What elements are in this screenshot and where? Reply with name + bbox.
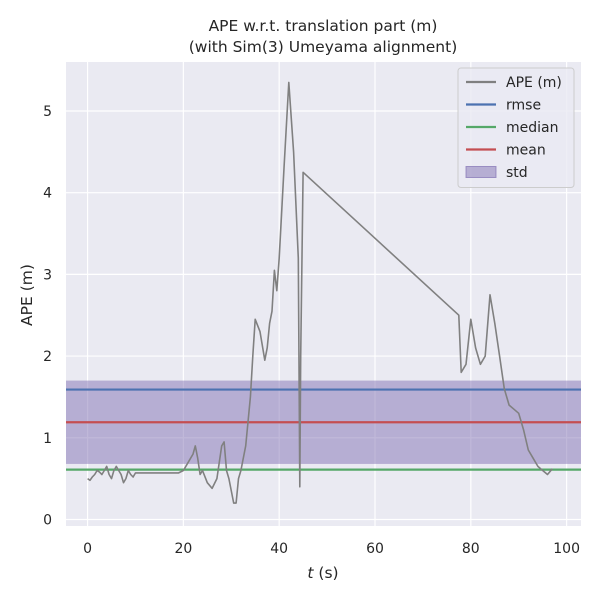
- y-tick-label: 3: [43, 267, 52, 283]
- y-tick-label: 0: [43, 512, 52, 528]
- series-layer: [87, 81, 553, 504]
- y-tick-label: 5: [43, 104, 52, 120]
- x-tick-label: 40: [270, 541, 288, 557]
- legend-label-apem: APE (m): [506, 75, 562, 91]
- tick-labels: 0 20 40 60 80 100 0 1 2 3 4 5: [43, 104, 580, 557]
- legend-box: [457, 67, 575, 188]
- chart-title: APE w.r.t. translation part (m): [209, 17, 438, 35]
- chart-subtitle: (with Sim(3) Umeyama alignment): [189, 38, 458, 56]
- x-tick-label: 100: [553, 541, 580, 557]
- x-tick-label: 80: [462, 541, 480, 557]
- legend-label-median: median: [506, 120, 558, 136]
- legend: APE (m) rmse median mean std: [457, 67, 575, 188]
- x-axis-label: t (s): [307, 564, 338, 582]
- ape-series-line: [87, 81, 553, 504]
- y-tick-label: 1: [43, 431, 52, 447]
- y-tick-label: 4: [43, 186, 52, 202]
- legend-label-mean: mean: [506, 143, 546, 159]
- stat-lines-layer: [66, 388, 581, 471]
- y-tick-label: 2: [43, 349, 52, 365]
- x-tick-label: 0: [83, 541, 92, 557]
- x-axis-label-unit: (s): [313, 564, 338, 582]
- y-axis-label: APE (m): [18, 264, 36, 326]
- x-axis-label-var: t: [307, 564, 314, 582]
- legend-label-rmse: rmse: [506, 98, 541, 114]
- legend-label-std: std: [506, 165, 528, 181]
- x-tick-label: 20: [174, 541, 192, 557]
- x-tick-label: 60: [366, 541, 384, 557]
- legend-swatch-std: [465, 166, 497, 178]
